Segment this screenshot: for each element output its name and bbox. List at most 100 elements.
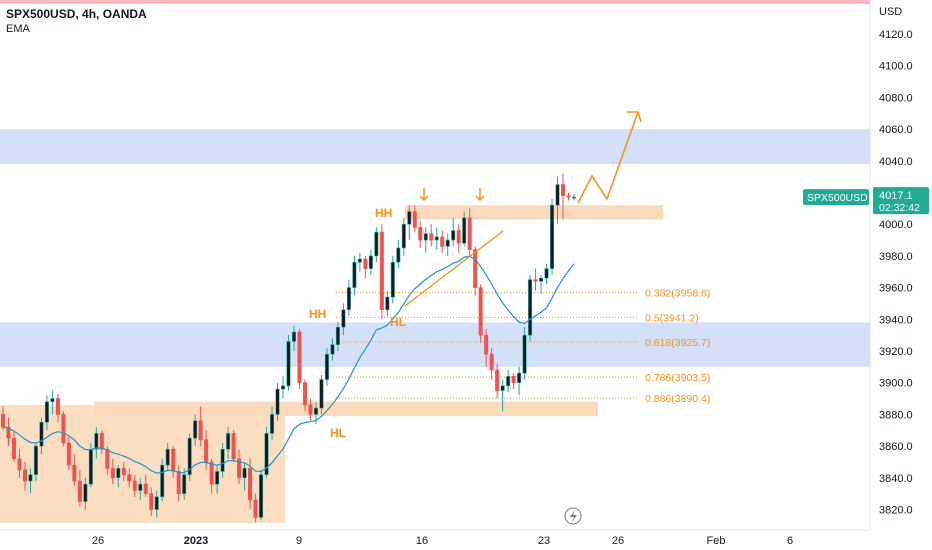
candle-body[interactable] [231, 433, 236, 460]
candle-body[interactable] [489, 353, 494, 371]
candle-body[interactable] [149, 493, 154, 510]
candle-body[interactable] [555, 184, 560, 206]
candle-body[interactable] [346, 287, 351, 311]
candle-body[interactable] [264, 433, 269, 475]
candle-body[interactable] [44, 401, 49, 423]
candle-body[interactable] [248, 467, 253, 501]
candle-body[interactable] [253, 499, 258, 518]
candle-body[interactable] [143, 483, 148, 494]
candle-body[interactable] [99, 433, 104, 450]
candle-body[interactable] [61, 414, 66, 444]
candle-body[interactable] [374, 231, 379, 257]
candle-body[interactable] [55, 398, 60, 415]
candle-body[interactable] [313, 407, 318, 415]
candle-body[interactable] [33, 445, 38, 475]
candle-body[interactable] [561, 184, 566, 196]
candle-body[interactable] [154, 496, 159, 510]
candle-body[interactable] [368, 255, 373, 269]
candle-body[interactable] [0, 414, 6, 428]
time-axis[interactable] [0, 530, 870, 550]
candle-body[interactable] [297, 331, 302, 384]
candle-body[interactable] [357, 258, 362, 263]
candle-body[interactable] [220, 448, 225, 472]
candle-body[interactable] [390, 261, 395, 298]
candle-body[interactable] [72, 464, 77, 482]
candle-body[interactable] [270, 414, 275, 434]
candle-body[interactable] [396, 247, 401, 263]
candle-body[interactable] [571, 196, 577, 199]
symbol-badge[interactable] [803, 189, 869, 206]
candle-body[interactable] [429, 233, 434, 241]
candle-body[interactable] [302, 382, 307, 406]
candle-body[interactable] [456, 230, 461, 244]
candle-body[interactable] [165, 448, 170, 466]
candle-body[interactable] [528, 279, 533, 336]
candle-body[interactable] [121, 467, 126, 475]
candle-body[interactable] [379, 231, 384, 311]
candle-body[interactable] [204, 439, 209, 463]
candle-body[interactable] [412, 211, 417, 228]
candle-body[interactable] [110, 467, 115, 479]
candle-body[interactable] [407, 211, 412, 225]
symbol-title[interactable]: SPX500USD, 4h, OANDA [6, 7, 147, 21]
candle-body[interactable] [193, 420, 198, 439]
candle-body[interactable] [451, 230, 456, 241]
candle-body[interactable] [517, 372, 522, 384]
candle-body[interactable] [77, 480, 82, 502]
candle-body[interactable] [215, 471, 220, 485]
candle-body[interactable] [363, 258, 368, 269]
candle-body[interactable] [275, 388, 280, 415]
candle-body[interactable] [160, 464, 165, 498]
candle-body[interactable] [566, 195, 571, 198]
candle-body[interactable] [495, 369, 500, 391]
candle-body[interactable] [66, 442, 71, 466]
candle-body[interactable] [6, 426, 11, 439]
candle-body[interactable] [127, 474, 132, 482]
candle-body[interactable] [352, 261, 357, 288]
candle-body[interactable] [28, 474, 33, 482]
candle-body[interactable] [94, 433, 99, 450]
candle-body[interactable] [418, 227, 423, 241]
candle-body[interactable] [330, 344, 335, 355]
candle-body[interactable] [209, 461, 214, 485]
indicator-label[interactable]: EMA [6, 23, 30, 35]
candle-body[interactable] [473, 249, 478, 288]
candle-body[interactable] [171, 448, 176, 472]
candle-body[interactable] [550, 204, 555, 269]
candle-body[interactable] [138, 483, 143, 491]
candle-body[interactable] [242, 467, 247, 479]
candle-body[interactable] [176, 471, 181, 494]
candle-body[interactable] [434, 236, 439, 241]
candle-body[interactable] [511, 376, 516, 383]
candle-body[interactable] [11, 437, 16, 460]
candle-body[interactable] [401, 223, 406, 249]
candle-body[interactable] [132, 480, 137, 491]
candle-body[interactable] [182, 474, 187, 494]
candle-body[interactable] [226, 433, 231, 450]
candle-body[interactable] [88, 448, 93, 485]
candle-body[interactable] [187, 437, 192, 475]
candle-body[interactable] [341, 309, 346, 328]
candle-body[interactable] [83, 483, 88, 502]
candle-body[interactable] [522, 334, 527, 374]
candle-body[interactable] [116, 467, 121, 479]
candle-body[interactable] [423, 233, 428, 241]
candle-body[interactable] [319, 379, 324, 409]
candle-body[interactable] [500, 385, 505, 391]
candle-body[interactable] [539, 277, 544, 282]
candle-body[interactable] [462, 217, 467, 244]
candle-body[interactable] [478, 287, 483, 336]
candle-body[interactable] [50, 398, 55, 403]
price-axis[interactable] [870, 0, 932, 550]
candle-body[interactable] [237, 458, 242, 479]
candle-body[interactable] [281, 385, 286, 390]
candle-body[interactable] [198, 420, 203, 441]
candle-body[interactable] [308, 404, 313, 415]
candle-body[interactable] [259, 474, 264, 518]
candle-body[interactable] [39, 422, 44, 447]
candle-body[interactable] [324, 353, 329, 380]
candle-body[interactable] [291, 331, 296, 342]
candle-body[interactable] [335, 326, 340, 345]
candle-body[interactable] [544, 268, 549, 279]
